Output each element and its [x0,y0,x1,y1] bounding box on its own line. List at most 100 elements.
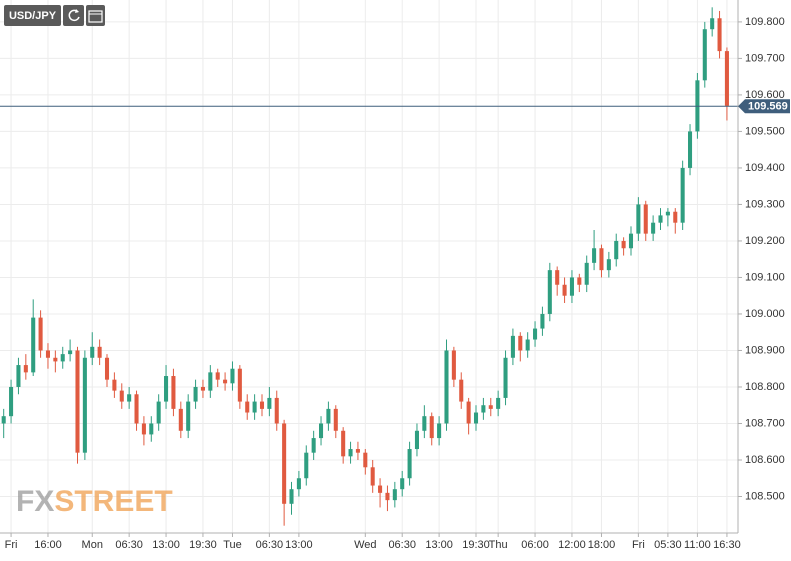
candle-body [658,215,663,223]
candle-body [510,335,515,358]
y-tick-label: 108.700 [745,417,785,429]
x-tick-label: 06:30 [388,539,416,551]
candle-body [326,408,331,424]
candle-body [488,405,493,409]
candle-body [577,277,582,285]
candle-body [68,350,73,355]
candle-body [473,412,479,424]
candle-body [525,339,530,351]
candle-body [673,211,678,223]
candle-body [437,423,442,439]
candle-body [621,240,626,249]
candle-body [119,390,124,402]
x-tick-label: 16:30 [713,539,741,551]
candle-body [53,357,58,362]
candle-body [599,248,604,271]
logo: FXSTREET [16,485,173,518]
y-tick-label: 109.100 [745,271,785,283]
candle-body [282,423,287,504]
grid [0,0,738,533]
candle-body [466,401,471,424]
x-tick-label: Wed [354,539,376,551]
x-tick-label: 06:30 [256,539,284,551]
candle-body [31,317,36,373]
candle-body [665,211,670,216]
x-tick-label: 11:00 [684,539,711,551]
candle-body [724,51,729,106]
candle-body [429,416,434,439]
candle-body [555,270,560,285]
x-tick-label: 19:30 [189,539,217,551]
refresh-button[interactable] [63,5,84,26]
symbol-label: USD/JPY [9,10,57,22]
candle-body [75,350,80,453]
candle-body [628,233,634,249]
candle-body [141,423,146,435]
candle-body [592,248,597,263]
toolbar: USD/JPY [4,5,105,26]
candle-body [341,430,346,457]
candle-body [104,357,110,380]
x-tick-label: Thu [489,539,508,551]
y-tick-label: 109.400 [745,162,785,174]
candle-body [223,379,228,384]
candle-body [9,386,14,417]
symbol-button[interactable] [4,5,61,26]
x-tick-label: 13:00 [425,539,453,551]
candle-body [1,416,6,424]
y-tick-label: 108.900 [745,344,785,356]
candle-body [355,449,360,453]
candle-body [259,401,265,409]
y-tick-label: 108.800 [745,381,785,393]
candle-body [584,262,589,285]
candle-body [422,416,427,431]
candle-body [112,379,117,391]
candle-body [215,372,220,380]
candle-body [208,372,213,391]
candle-body [540,313,545,329]
candle-body [451,350,456,380]
candle-body [400,478,405,490]
x-tick-label: Fri [632,539,645,551]
candle-body [643,204,648,234]
candle-body [171,376,176,409]
calendar-button[interactable] [86,5,105,26]
y-tick-label: 109.200 [745,235,785,247]
x-tick-label: 06:30 [115,539,143,551]
x-tick-label: 13:00 [285,539,313,551]
current-price-tag [738,99,790,114]
x-tick-label: 13:00 [152,539,180,551]
y-tick-label: 109.500 [745,125,785,137]
y-tick-label: 109.000 [745,308,785,320]
candle-body [614,240,619,260]
x-tick-label: 12:00 [558,539,586,551]
candle-body [38,317,43,351]
candle-body [296,478,301,490]
y-tick-label: 109.800 [745,16,785,28]
candle-body [717,18,722,52]
candle-body [193,386,198,402]
candle-body [97,346,102,358]
candle-body [23,365,28,373]
x-tick-label: 19:30 [462,539,490,551]
x-tick-label: 18:00 [588,539,616,551]
candle-body [289,489,294,504]
candle-body [378,485,383,493]
candle-body [90,346,95,358]
candle-body [348,449,353,457]
candle-body [680,167,685,223]
y-tick-label: 109.300 [745,198,785,210]
logo-first: FX [16,485,54,518]
candle-body [164,376,169,402]
refresh-arrow [75,9,79,13]
candle-body [134,394,139,424]
x-tick-label: Mon [82,539,103,551]
candle-body [274,397,279,424]
candle-body [547,270,552,314]
candle-body [267,397,272,409]
candle-body [304,452,309,479]
candle-body [149,423,154,435]
